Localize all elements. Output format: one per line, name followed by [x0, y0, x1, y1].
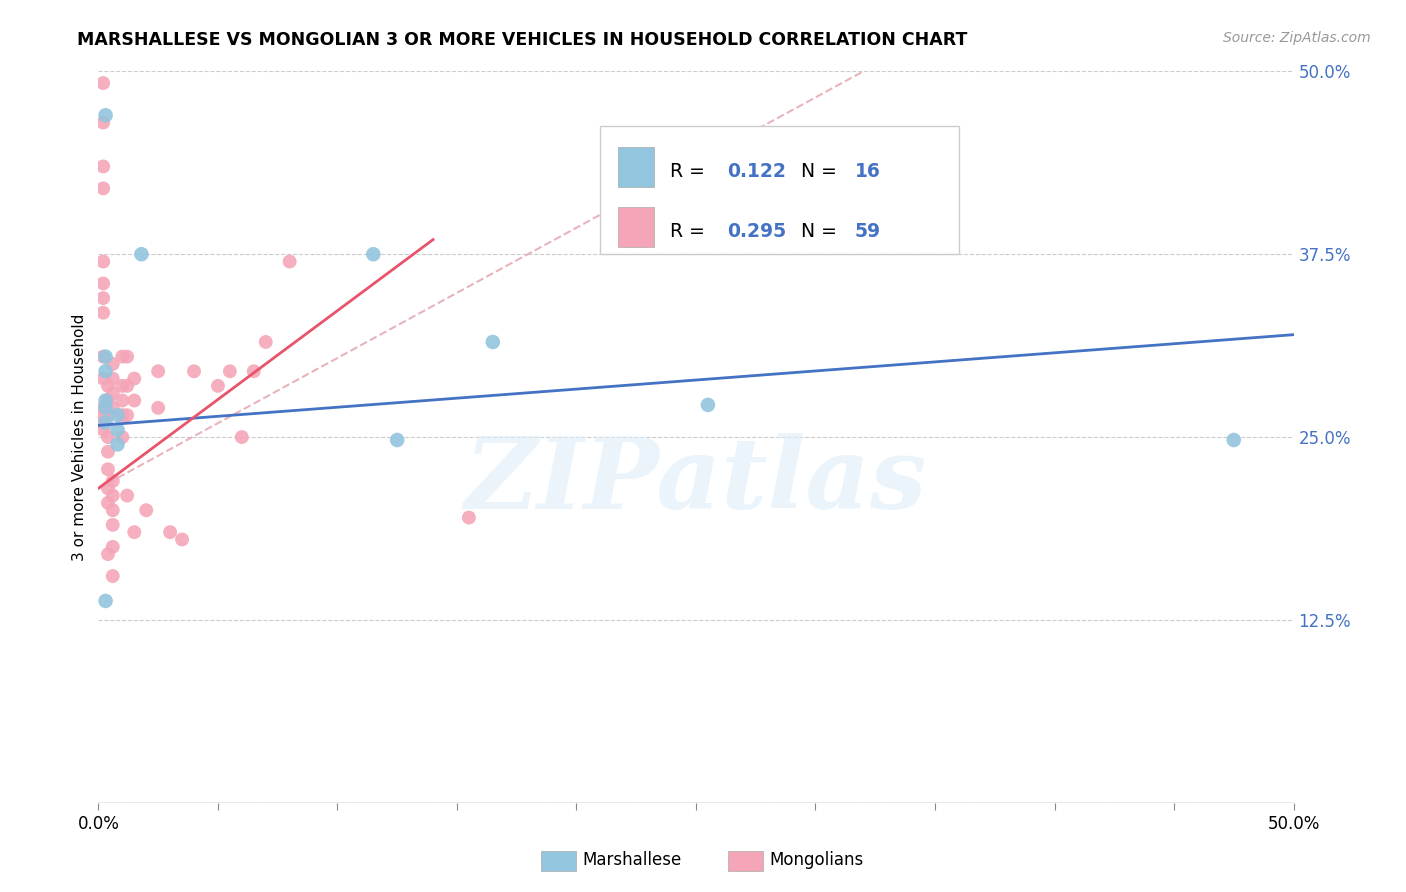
- Text: R =: R =: [669, 222, 710, 241]
- Point: [101, 489, 124, 503]
- Point: [91, 306, 114, 320]
- Point: [278, 254, 301, 268]
- Point: [385, 433, 409, 447]
- Point: [148, 364, 170, 378]
- Point: [91, 408, 114, 422]
- Text: 0.295: 0.295: [727, 222, 786, 241]
- Point: [115, 350, 138, 364]
- Point: [481, 334, 505, 349]
- Point: [458, 510, 481, 524]
- Point: [159, 525, 181, 540]
- Point: [91, 350, 114, 364]
- Point: [219, 364, 242, 378]
- Point: [91, 115, 114, 129]
- Point: [107, 423, 129, 437]
- Text: ZIPatlas: ZIPatlas: [465, 433, 927, 529]
- Point: [111, 379, 134, 393]
- Point: [101, 357, 124, 371]
- Bar: [619, 147, 654, 187]
- Point: [91, 181, 114, 195]
- Point: [115, 489, 138, 503]
- Text: 59: 59: [855, 222, 882, 241]
- Point: [91, 254, 114, 268]
- Point: [124, 371, 146, 385]
- Point: [1223, 433, 1246, 447]
- Point: [94, 401, 117, 415]
- Point: [94, 108, 117, 122]
- Bar: [619, 207, 654, 247]
- Point: [107, 437, 129, 451]
- Text: N =: N =: [801, 222, 844, 241]
- Point: [243, 364, 266, 378]
- Point: [697, 398, 720, 412]
- Point: [101, 386, 124, 401]
- Point: [91, 416, 114, 430]
- Point: [101, 371, 124, 385]
- Point: [94, 364, 117, 378]
- Text: R =: R =: [669, 161, 710, 180]
- Point: [111, 430, 134, 444]
- Point: [97, 481, 120, 495]
- Point: [94, 416, 117, 430]
- Point: [97, 430, 120, 444]
- Text: 16: 16: [855, 161, 880, 180]
- Point: [97, 462, 120, 476]
- Point: [107, 408, 129, 422]
- Point: [91, 277, 114, 291]
- Point: [131, 247, 153, 261]
- Point: [101, 569, 124, 583]
- Text: 0.122: 0.122: [727, 161, 786, 180]
- FancyBboxPatch shape: [600, 126, 959, 254]
- Point: [363, 247, 385, 261]
- Point: [101, 517, 124, 532]
- Point: [115, 408, 138, 422]
- Point: [97, 496, 120, 510]
- Text: Mongolians: Mongolians: [769, 851, 863, 869]
- Point: [183, 364, 205, 378]
- Text: N =: N =: [801, 161, 844, 180]
- Text: Marshallese: Marshallese: [582, 851, 682, 869]
- Point: [97, 379, 120, 393]
- Point: [172, 533, 194, 547]
- Point: [94, 594, 117, 608]
- Point: [97, 547, 120, 561]
- Point: [231, 430, 253, 444]
- Point: [148, 401, 170, 415]
- Point: [207, 379, 229, 393]
- Point: [111, 350, 134, 364]
- Point: [254, 334, 277, 349]
- Point: [97, 408, 120, 422]
- Point: [91, 160, 114, 174]
- Point: [97, 444, 120, 458]
- Text: MARSHALLESE VS MONGOLIAN 3 OR MORE VEHICLES IN HOUSEHOLD CORRELATION CHART: MARSHALLESE VS MONGOLIAN 3 OR MORE VEHIC…: [77, 31, 967, 49]
- Point: [91, 401, 114, 415]
- Point: [97, 393, 120, 408]
- Point: [135, 503, 157, 517]
- Point: [101, 540, 124, 554]
- Point: [124, 393, 146, 408]
- Point: [94, 350, 117, 364]
- Y-axis label: 3 or more Vehicles in Household: 3 or more Vehicles in Household: [72, 313, 87, 561]
- Point: [101, 401, 124, 415]
- Point: [91, 423, 114, 437]
- Point: [124, 525, 146, 540]
- Point: [111, 393, 134, 408]
- Point: [115, 379, 138, 393]
- Point: [91, 371, 114, 385]
- Point: [94, 393, 117, 408]
- Text: Source: ZipAtlas.com: Source: ZipAtlas.com: [1223, 31, 1371, 45]
- Point: [613, 240, 636, 254]
- Point: [91, 76, 114, 90]
- Point: [101, 503, 124, 517]
- Point: [101, 474, 124, 488]
- Point: [91, 291, 114, 305]
- Point: [111, 408, 134, 422]
